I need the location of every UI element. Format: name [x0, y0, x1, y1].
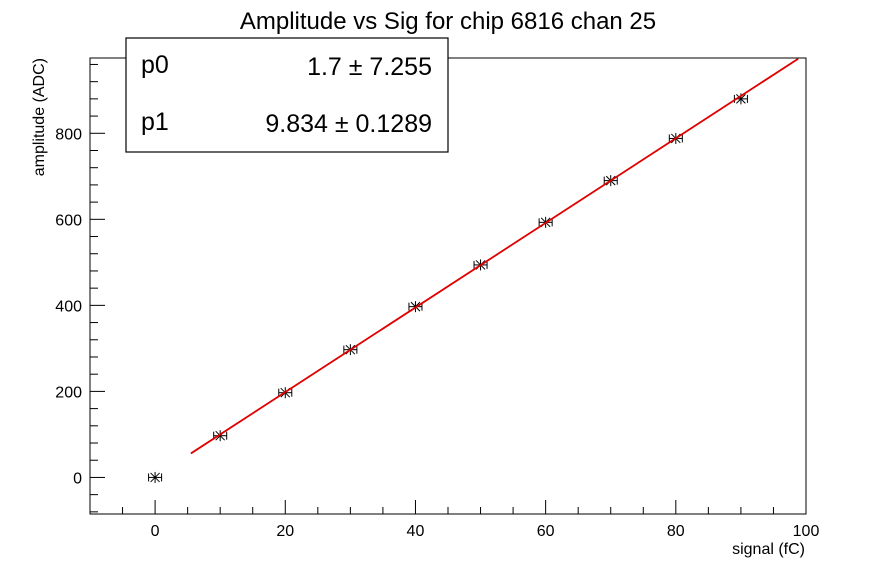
x-tick-label: 80: [667, 523, 685, 540]
y-tick-label: 400: [55, 298, 82, 315]
x-tick-label: 40: [407, 523, 425, 540]
y-tick-label: 800: [55, 126, 82, 143]
x-tick-label: 20: [276, 523, 294, 540]
plot-area: 0 20 40 60 80 100 0 200 400 600 800: [55, 57, 820, 540]
x-tick-label: 60: [537, 523, 555, 540]
data-point: [148, 471, 163, 483]
x-tick-label: 100: [793, 523, 820, 540]
fit-line-layer: [190, 57, 799, 455]
x-axis-label: signal (fC): [732, 541, 805, 558]
y-axis-label: amplitude (ADC): [31, 58, 48, 176]
stats-p1-name: p1: [141, 108, 169, 136]
y-tick-label: 200: [55, 384, 82, 401]
stats-box: p0 1.7 ± 7.255 p1 9.834 ± 0.1289: [125, 37, 449, 153]
fit-line: [190, 57, 799, 455]
stats-p1-value: 9.834 ± 0.1289: [265, 110, 432, 138]
y-tick-label: 0: [73, 470, 82, 487]
stats-p0-value: 1.7 ± 7.255: [307, 53, 432, 81]
y-tick-label: 600: [55, 212, 82, 229]
stats-box-frame: [125, 37, 449, 153]
x-tick-label: 0: [151, 523, 160, 540]
stats-p0-name: p0: [141, 51, 169, 79]
chart-title: Amplitude vs Sig for chip 6816 chan 25: [240, 8, 656, 35]
